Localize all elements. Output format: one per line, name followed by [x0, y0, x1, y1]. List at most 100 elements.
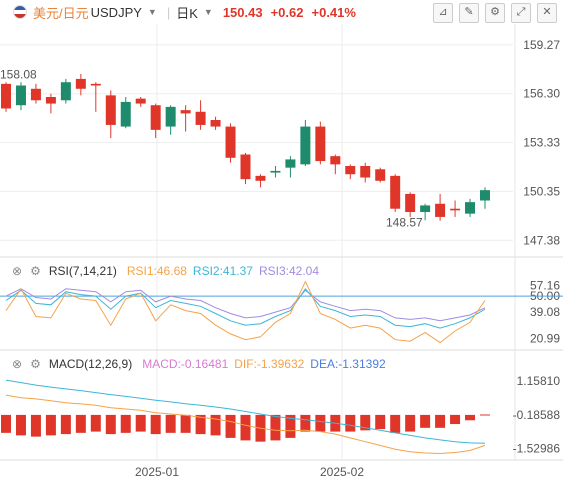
candle-body: [1, 83, 11, 109]
macd-histogram-bar: [450, 414, 461, 425]
chart-header: 美元/日元 USDJPY ▼ | 日K ▼ 150.43 +0.62 +0.41…: [0, 0, 563, 24]
price-tick-label: 147.38: [523, 233, 560, 247]
candle-body: [105, 95, 116, 125]
rsi3-line: [5, 288, 486, 322]
macd-histogram-bar: [435, 414, 446, 428]
macd-histogram-bar: [465, 414, 476, 421]
macd-histogram-bar: [150, 414, 161, 435]
candle-body: [195, 111, 206, 125]
candle-body: [450, 208, 461, 211]
candle-body: [480, 190, 490, 201]
macd-histogram-bar: [195, 414, 206, 435]
last-price: 150.43: [222, 4, 263, 20]
macd-histogram-bar: [60, 414, 71, 435]
symbol-code[interactable]: USDJPY: [90, 4, 142, 20]
low-annotation: 148.57: [386, 216, 423, 230]
dif-value: DIF:-1.39632: [234, 357, 305, 371]
macd-tick-label: -0.18588: [513, 408, 561, 422]
macd-histogram-bar: [15, 414, 26, 436]
usd-flag-icon: [13, 5, 27, 19]
toolbar: ⊿ ✎ ⚙ ⤢ ✕: [433, 3, 557, 23]
macd-histogram-bar: [105, 414, 116, 435]
dea-line: [5, 379, 486, 444]
high-annotation: 158.08: [0, 67, 37, 81]
price-change: +0.62: [270, 4, 304, 20]
rsi-tick-label: 57.16: [530, 279, 560, 293]
candle-body: [180, 110, 191, 114]
macd-histogram-bar: [375, 414, 386, 430]
macd-histogram-bar: [90, 414, 101, 432]
macd-tick-label: -1.52986: [513, 442, 561, 456]
period-selector[interactable]: 日K: [176, 5, 198, 21]
candle-body: [150, 105, 161, 130]
candle-body: [330, 156, 341, 165]
macd-histogram-bar: [45, 414, 56, 436]
macd-histogram-bar: [225, 414, 236, 438]
fullscreen-icon[interactable]: ⤢: [511, 3, 531, 23]
candle-body: [210, 120, 221, 127]
settings-icon[interactable]: ⚙: [30, 357, 41, 371]
rsi2-line: [5, 287, 486, 329]
macd-histogram-bar: [180, 414, 191, 433]
candle-body: [15, 85, 26, 106]
candle-body: [30, 88, 41, 101]
draw-icon[interactable]: ✎: [459, 3, 479, 23]
date-tick-label: 2025-01: [135, 465, 179, 479]
candle-body: [90, 83, 101, 86]
chart-type-icon[interactable]: ⊿: [433, 3, 453, 23]
price-tick-label: 156.30: [523, 87, 560, 101]
dea-value: DEA:-1.31392: [310, 357, 386, 371]
candle-body: [240, 154, 251, 180]
candle-body: [135, 98, 146, 104]
macd-histogram-bar: [1, 414, 11, 433]
rsi3-value: RSI3:42.04: [258, 264, 320, 278]
symbol-name-cn[interactable]: 美元/日元: [33, 5, 89, 21]
macd-tick-label: 1.15810: [517, 374, 561, 388]
dif-line: [5, 394, 486, 455]
candle-body: [315, 126, 326, 162]
macd-histogram-bar: [270, 414, 281, 441]
candle-body: [465, 202, 476, 214]
hide-eye-icon[interactable]: ⊗: [12, 264, 23, 278]
macd-histogram-bar: [300, 414, 311, 432]
period-dropdown-icon[interactable]: ▼: [203, 7, 213, 17]
candle-body: [75, 78, 86, 89]
rsi-label: RSI(7,14,21): [48, 264, 117, 278]
candle-body: [120, 101, 131, 127]
macd-histogram-bar: [480, 414, 490, 416]
price-change-pct: +0.41%: [311, 4, 356, 20]
rsi-tick-label: 20.99: [530, 331, 560, 345]
macd-histogram-bar: [135, 414, 146, 432]
rsi2-value: RSI2:41.37: [192, 264, 253, 278]
macd-value: MACD:-0.16481: [142, 357, 229, 371]
close-icon[interactable]: ✕: [537, 3, 557, 23]
settings-icon[interactable]: ⚙: [30, 264, 41, 278]
price-tick-label: 150.35: [523, 184, 560, 198]
hide-eye-icon[interactable]: ⊗: [12, 357, 23, 371]
symbol-dropdown-icon[interactable]: ▼: [147, 7, 157, 17]
macd-histogram-bar: [360, 414, 371, 431]
candle-body: [165, 106, 176, 127]
macd-histogram-bar: [405, 414, 416, 432]
macd-legend: ⊗ ⚙ MACD(12,26,9) MACD:-0.16481 DIF:-1.3…: [0, 356, 386, 372]
macd-histogram-bar: [285, 414, 296, 438]
candle-body: [375, 169, 386, 181]
rsi-legend: ⊗ ⚙ RSI(7,14,21) RSI1:46.68 RSI2:41.37 R…: [0, 263, 319, 279]
candle-body: [60, 82, 71, 101]
macd-histogram-bar: [240, 414, 251, 441]
macd-histogram-bar: [345, 414, 356, 432]
macd-histogram-bar: [390, 414, 401, 433]
macd-histogram-bar: [75, 414, 86, 433]
rsi1-value: RSI1:46.68: [126, 264, 187, 278]
candle-body: [270, 170, 281, 173]
macd-histogram-bar: [30, 414, 41, 437]
candle-body: [435, 203, 446, 217]
settings-icon[interactable]: ⚙: [485, 3, 505, 23]
date-tick-label: 2025-02: [320, 465, 364, 479]
candle-body: [390, 175, 401, 209]
candle-body: [225, 126, 236, 158]
candlestick-chart[interactable]: 159.27 156.30 153.33 150.35 147.38 158.08 148.…: [0, 24, 563, 483]
price-tick-label: 159.27: [523, 38, 560, 52]
macd-histogram-bar: [165, 414, 176, 433]
macd-histogram-bar: [420, 414, 431, 428]
